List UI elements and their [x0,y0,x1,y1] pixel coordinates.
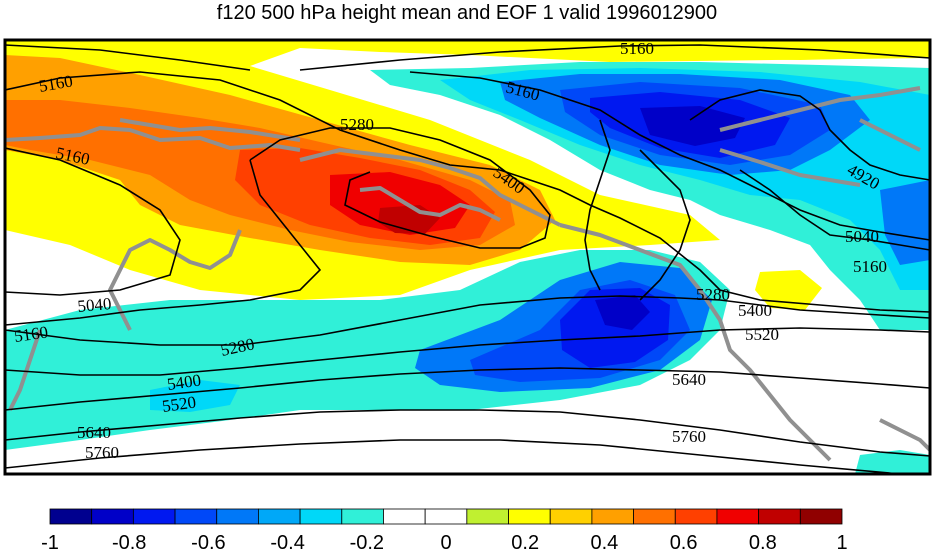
colorbar-cell [299,508,343,525]
colorbar-cell [758,508,801,525]
map-title: f120 500 hPa height mean and EOF 1 valid… [216,2,718,24]
colorbar-cell [383,508,426,525]
contour-label: 5640 [672,370,706,389]
contour-label: 5160 [620,39,654,58]
colorbar-tick-label: 0 [440,532,452,554]
contour-label: 5280 [696,285,730,304]
contour-label: 5520 [745,325,779,344]
contour-label: 5760 [85,443,119,462]
colorbar-cell [258,508,301,525]
colorbar-cell [424,508,468,525]
colorbar-cell [674,508,718,525]
contour-label: 5040 [77,294,113,316]
colorbar-cell [549,508,593,525]
colorbar-tick-label: -0.2 [349,532,385,554]
map-panel: 5160 5160 5160 5160 5160 5160 5280 5280 … [3,38,932,476]
colorbar-tick-label: -0.6 [191,532,226,554]
colorbar-cell [466,508,509,525]
contour-label: 5160 [853,257,887,276]
colorbar-tick-label: 0.8 [748,532,777,554]
colorbar-tick-label: -0.4 [270,532,305,554]
negative-anomaly-navy-ne [640,106,745,146]
contour-label: 5040 [845,227,879,246]
colorbar-cell [591,508,634,525]
colorbar-tick-label: 0.2 [511,532,540,554]
colorbar-tick-label: 1 [836,532,848,554]
height-contours [5,44,930,474]
colorbar-cell [91,508,134,525]
colorbar [49,508,843,525]
colorbar-cell [508,508,551,525]
colorbar-cell [341,508,384,525]
coastlines [5,86,930,462]
colorbar-cell [799,508,843,525]
contour-label: 5400 [166,370,202,394]
negative-anomaly-cyan-se [855,450,930,474]
colorbar-cell [174,508,218,525]
negative-anomaly-navy-south [595,295,650,330]
colorbar-tick-label: 0.4 [590,532,619,554]
map-frame [3,38,932,476]
negative-anomaly-lightblue-south [150,380,240,412]
contour-label: 5640 [77,423,111,442]
positive-anomaly-yellow-east [755,270,822,310]
colorbar-cell [716,508,760,525]
colorbar-cell [49,508,93,525]
colorbar-tick-label: -0.8 [111,532,147,554]
contour-label: 5160 [13,322,49,346]
positive-anomaly-yellow-north [300,40,930,60]
contour-label: 5520 [161,392,197,416]
contour-label: 5280 [340,115,374,134]
colorbar-tick-label: -1 [41,532,59,554]
colorbar-cell [216,508,259,525]
colorbar-tick-label: 0.6 [669,532,698,554]
colorbar-cell [132,508,176,525]
contour-label: 5760 [672,427,706,446]
colorbar-cell [633,508,676,525]
contour-label: 5400 [738,301,772,320]
